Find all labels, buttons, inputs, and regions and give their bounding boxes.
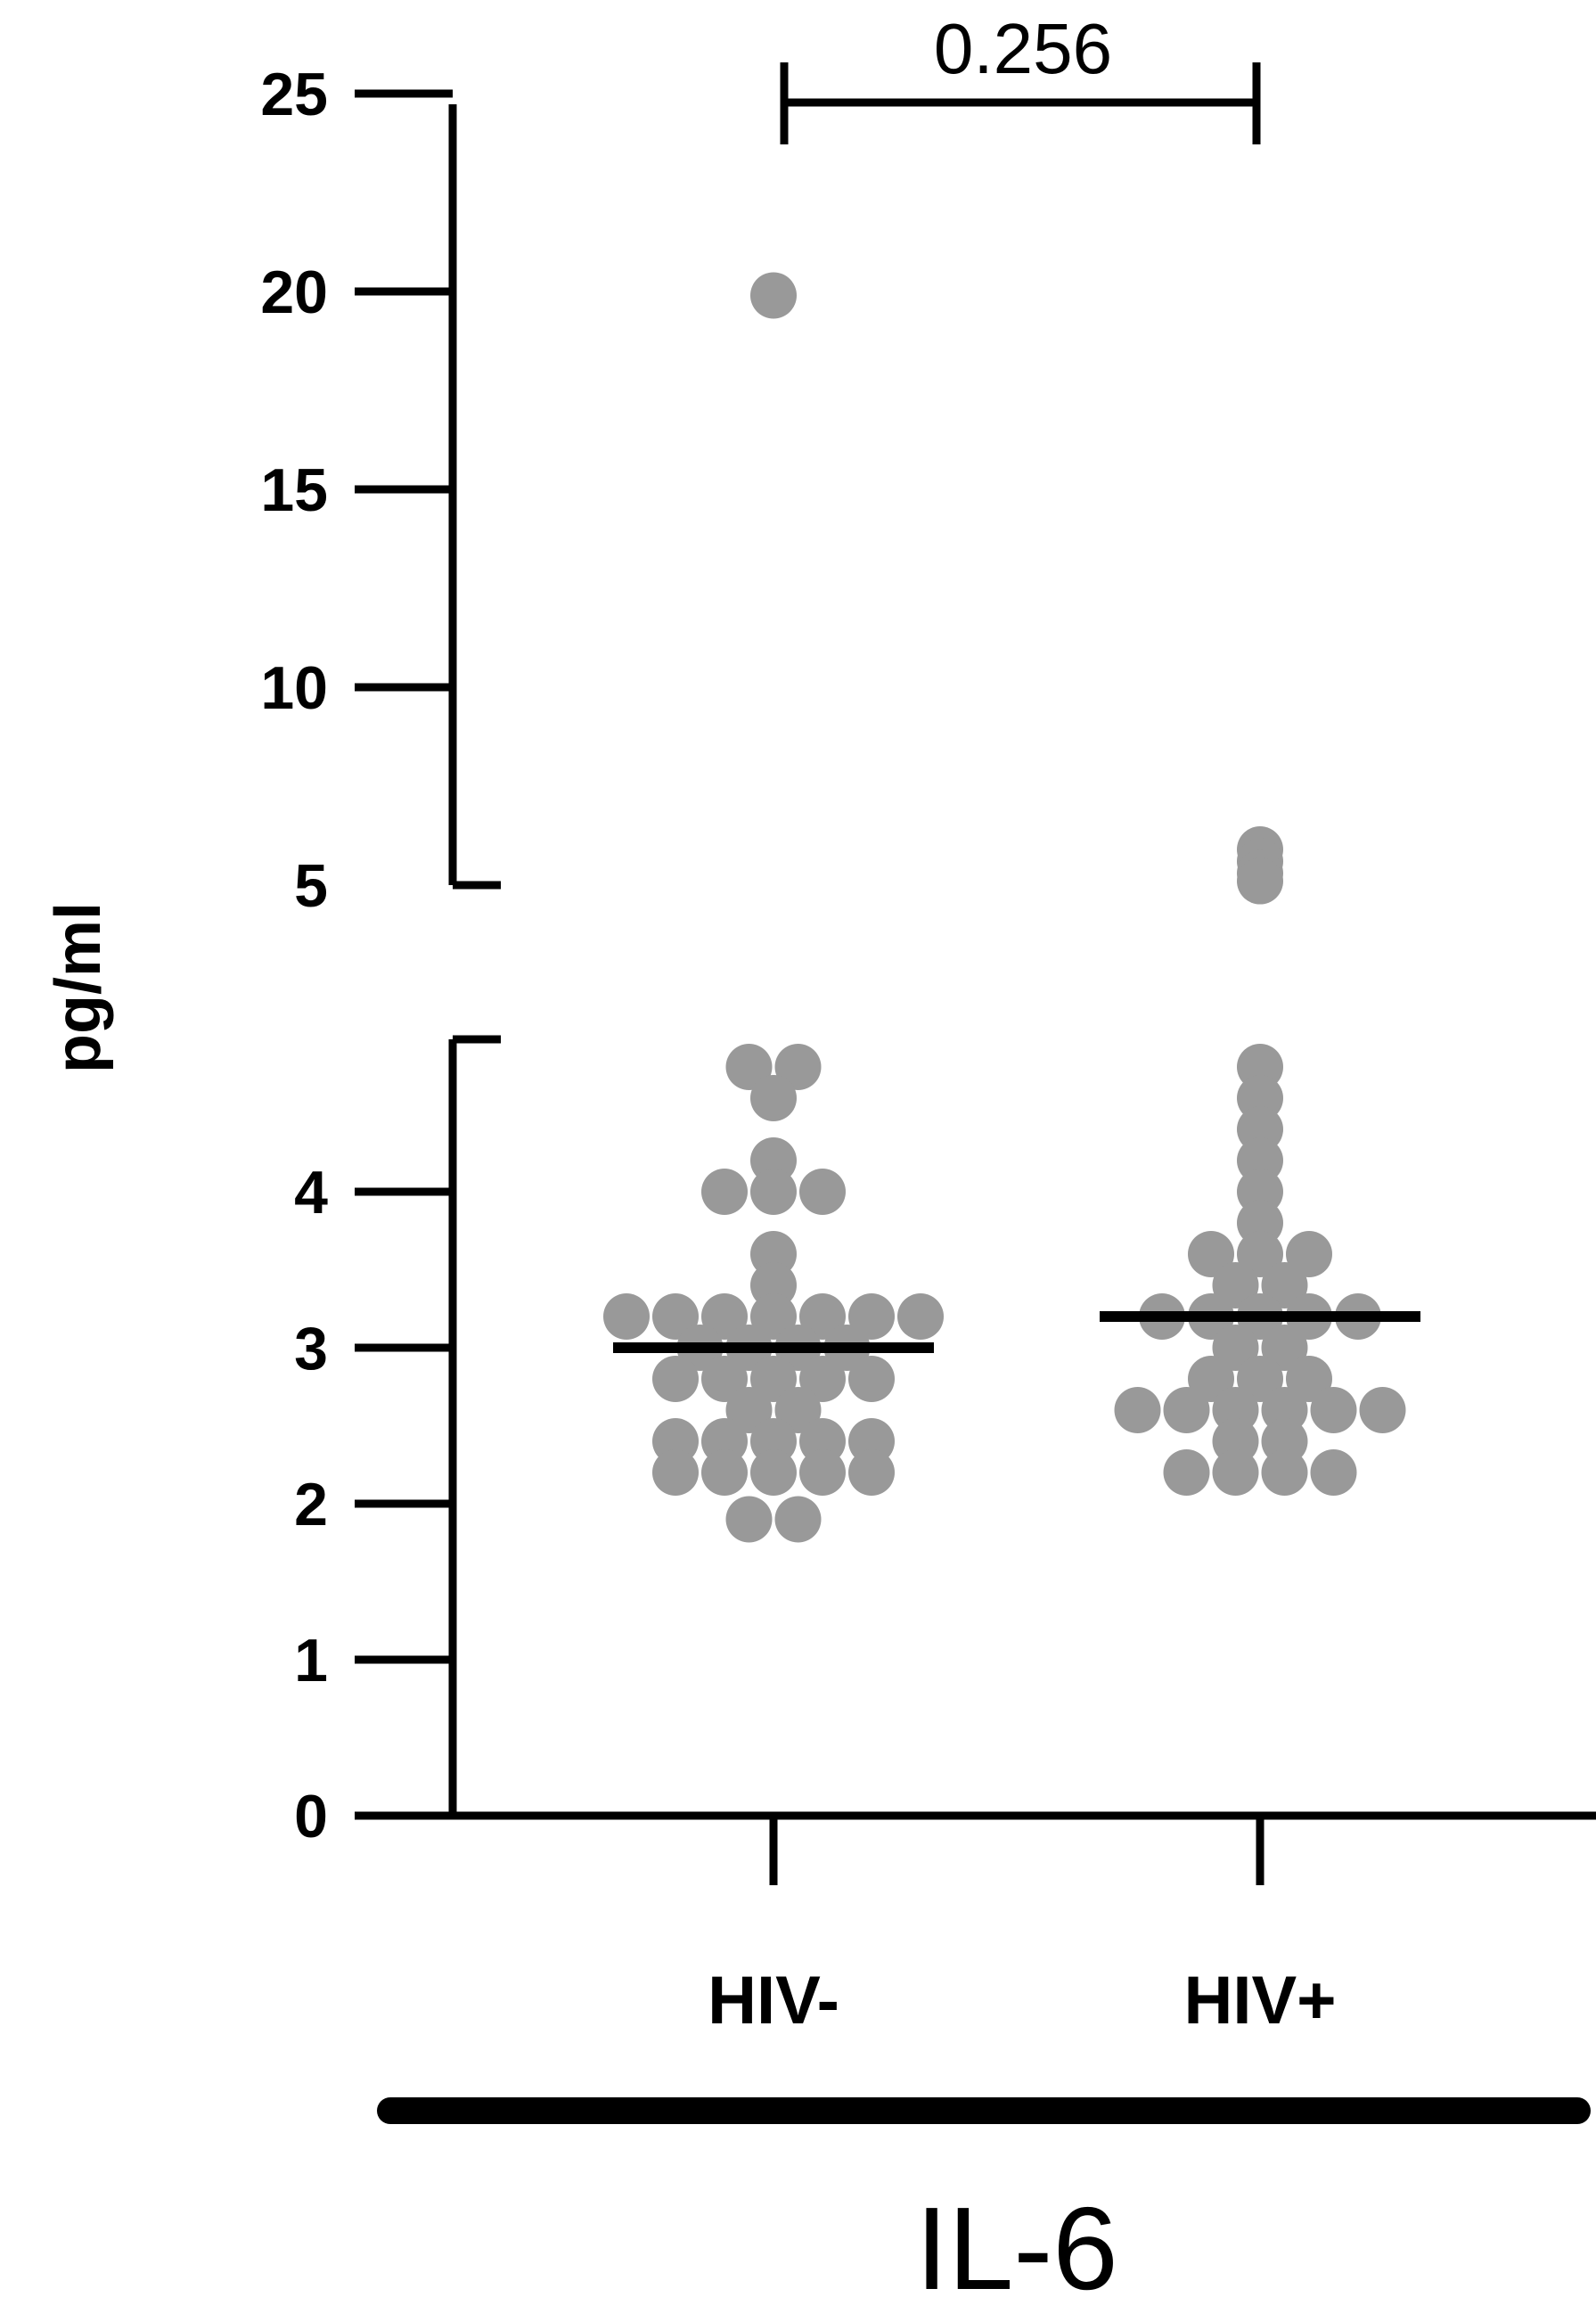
data-point — [774, 1496, 822, 1543]
data-point — [750, 1169, 797, 1215]
data-point — [1310, 1449, 1357, 1496]
y-tick-4-label: 4 — [294, 1159, 328, 1226]
axes: 0 1 2 3 4 10 15 20 25 5 HIV- HIV+ — [260, 61, 1596, 2124]
y-tick-2-label: 2 — [294, 1471, 328, 1538]
data-point — [750, 272, 797, 319]
data-point — [1188, 1356, 1234, 1402]
data-point — [1114, 1387, 1161, 1433]
data-point — [725, 1387, 773, 1433]
data-point — [652, 1293, 699, 1340]
data-point — [1163, 1387, 1210, 1433]
data-point — [1237, 857, 1283, 905]
y-axis-label: pg/ml — [43, 902, 114, 1073]
x-category-label-0: HIV- — [708, 1963, 839, 2039]
data-point — [750, 1075, 797, 1121]
data-points — [603, 272, 1406, 1543]
data-point — [750, 1449, 797, 1496]
data-point — [750, 1356, 797, 1402]
data-point — [1310, 1387, 1357, 1433]
chart-caption: IL-6 — [915, 2183, 1117, 2297]
data-point — [848, 1449, 895, 1496]
labels: pg/ml 0.256 IL-6 — [43, 9, 1118, 2297]
data-point — [1261, 1262, 1308, 1308]
y-tick-15-label: 15 — [260, 456, 328, 524]
data-point — [799, 1169, 846, 1215]
data-point — [1212, 1262, 1259, 1308]
y-tick-10-label: 10 — [260, 654, 328, 722]
x-category-label-1: HIV+ — [1183, 1963, 1336, 2039]
data-point — [725, 1496, 773, 1543]
y-tick-25-label: 25 — [260, 61, 328, 128]
data-point — [701, 1449, 748, 1496]
data-point — [1359, 1387, 1406, 1433]
y-tick-5-label: 5 — [294, 852, 328, 920]
data-point — [1237, 1356, 1283, 1402]
data-point — [1261, 1325, 1308, 1371]
data-point — [603, 1293, 650, 1340]
data-point — [701, 1293, 748, 1340]
data-point — [1212, 1449, 1259, 1496]
data-point — [848, 1293, 895, 1340]
data-point — [652, 1449, 699, 1496]
p-value-label: 0.256 — [934, 9, 1112, 88]
y-tick-3-label: 3 — [294, 1315, 328, 1382]
data-point — [1261, 1449, 1308, 1496]
data-point — [799, 1293, 846, 1340]
data-point — [799, 1356, 846, 1402]
data-point — [1212, 1325, 1259, 1371]
data-point — [701, 1356, 748, 1402]
y-tick-1-label: 1 — [294, 1627, 328, 1694]
data-point — [652, 1356, 699, 1402]
data-point — [701, 1169, 748, 1215]
y-tick-20-label: 20 — [260, 258, 328, 326]
data-point — [1237, 1231, 1283, 1277]
data-point — [774, 1044, 822, 1090]
data-point — [848, 1356, 895, 1402]
data-point — [1286, 1356, 1332, 1402]
data-point — [774, 1387, 822, 1433]
data-point — [897, 1293, 944, 1340]
data-point — [750, 1293, 797, 1340]
y-tick-0-label: 0 — [294, 1783, 328, 1850]
median-lines — [613, 1311, 1420, 1353]
data-point — [799, 1449, 846, 1496]
data-point — [1286, 1231, 1332, 1277]
data-point — [725, 1044, 773, 1090]
data-point — [1188, 1231, 1234, 1277]
data-point — [1163, 1449, 1210, 1496]
